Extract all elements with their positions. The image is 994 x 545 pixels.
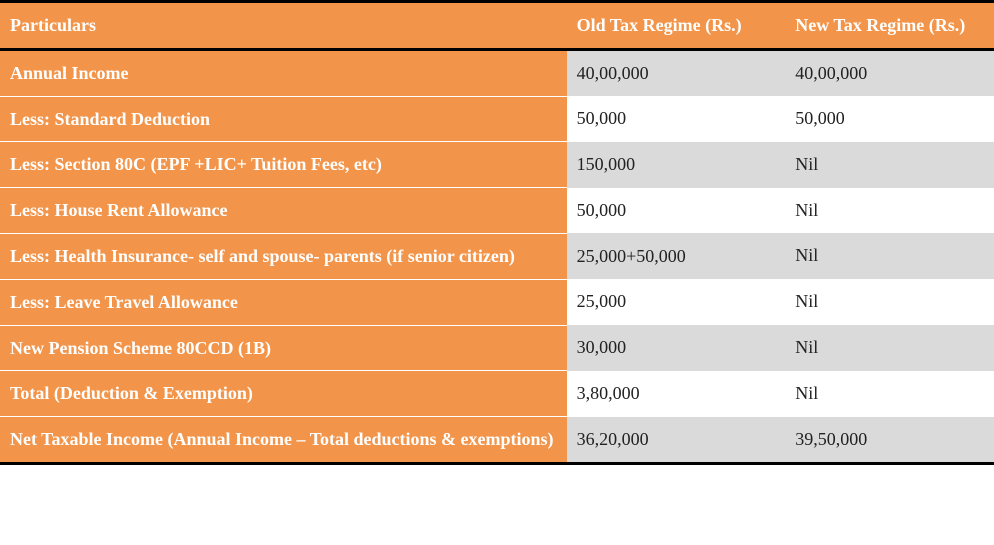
- row-new-value: 40,00,000: [785, 49, 994, 96]
- row-label: Annual Income: [0, 49, 567, 96]
- row-old-value: 3,80,000: [567, 371, 786, 417]
- table-row: Net Taxable Income (Annual Income – Tota…: [0, 417, 994, 462]
- row-new-value: Nil: [785, 142, 994, 188]
- row-label: New Pension Scheme 80CCD (1B): [0, 325, 567, 371]
- row-label: Less: Section 80C (EPF +LIC+ Tuition Fee…: [0, 142, 567, 188]
- row-label: Less: Health Insurance- self and spouse-…: [0, 233, 567, 279]
- row-new-value: 39,50,000: [785, 417, 994, 462]
- table-row: Total (Deduction & Exemption) 3,80,000 N…: [0, 371, 994, 417]
- row-old-value: 150,000: [567, 142, 786, 188]
- row-new-value: Nil: [785, 188, 994, 234]
- row-new-value: Nil: [785, 325, 994, 371]
- row-label: Less: Leave Travel Allowance: [0, 279, 567, 325]
- table-row: Annual Income 40,00,000 40,00,000: [0, 49, 994, 96]
- row-new-value: Nil: [785, 233, 994, 279]
- row-old-value: 30,000: [567, 325, 786, 371]
- row-old-value: 40,00,000: [567, 49, 786, 96]
- row-label: Net Taxable Income (Annual Income – Tota…: [0, 417, 567, 462]
- col-header-old-regime: Old Tax Regime (Rs.): [567, 3, 786, 49]
- row-old-value: 25,000+50,000: [567, 233, 786, 279]
- row-new-value: Nil: [785, 279, 994, 325]
- row-new-value: Nil: [785, 371, 994, 417]
- row-label: Total (Deduction & Exemption): [0, 371, 567, 417]
- tax-comparison-table: Particulars Old Tax Regime (Rs.) New Tax…: [0, 3, 994, 462]
- table-row: Less: Standard Deduction 50,000 50,000: [0, 96, 994, 142]
- table-row: Less: House Rent Allowance 50,000 Nil: [0, 188, 994, 234]
- table-row: Less: Section 80C (EPF +LIC+ Tuition Fee…: [0, 142, 994, 188]
- col-header-new-regime: New Tax Regime (Rs.): [785, 3, 994, 49]
- row-old-value: 50,000: [567, 96, 786, 142]
- col-header-particulars: Particulars: [0, 3, 567, 49]
- row-new-value: 50,000: [785, 96, 994, 142]
- row-label: Less: Standard Deduction: [0, 96, 567, 142]
- row-old-value: 25,000: [567, 279, 786, 325]
- table-row: Less: Leave Travel Allowance 25,000 Nil: [0, 279, 994, 325]
- table-row: New Pension Scheme 80CCD (1B) 30,000 Nil: [0, 325, 994, 371]
- row-old-value: 36,20,000: [567, 417, 786, 462]
- table-row: Less: Health Insurance- self and spouse-…: [0, 233, 994, 279]
- row-label: Less: House Rent Allowance: [0, 188, 567, 234]
- tax-comparison-table-wrapper: Particulars Old Tax Regime (Rs.) New Tax…: [0, 0, 994, 465]
- row-old-value: 50,000: [567, 188, 786, 234]
- table-header-row: Particulars Old Tax Regime (Rs.) New Tax…: [0, 3, 994, 49]
